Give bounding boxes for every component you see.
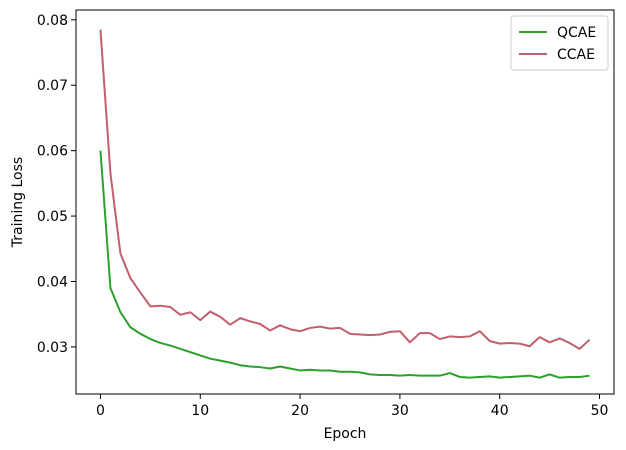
y-tick-label: 0.08 <box>37 13 68 29</box>
x-tick-label: 30 <box>391 403 409 419</box>
x-axis-ticks: 0 10 20 30 40 50 <box>96 394 608 419</box>
series-layer <box>99 29 591 379</box>
plot-frame <box>75 9 615 395</box>
x-axis-label: Epoch <box>324 426 367 442</box>
x-tick-label: 0 <box>96 403 105 419</box>
y-tick-label: 0.03 <box>37 340 68 356</box>
y-tick-label: 0.06 <box>37 144 68 160</box>
y-axis-ticks: 0.03 0.04 0.05 0.06 0.07 0.08 <box>37 13 76 356</box>
x-tick-label: 10 <box>191 403 209 419</box>
x-tick-label: 40 <box>491 403 509 419</box>
y-tick-label: 0.04 <box>37 274 68 290</box>
legend: QCAE CCAE <box>510 15 609 71</box>
x-tick-label: 50 <box>591 403 609 419</box>
y-tick-label: 0.05 <box>37 209 68 225</box>
series-line-qcae <box>99 150 590 379</box>
series-line-ccae <box>99 29 591 350</box>
y-axis-label: Training Loss <box>10 157 26 248</box>
legend-label-qcae: QCAE <box>557 25 596 41</box>
x-tick-label: 20 <box>291 403 309 419</box>
legend-box <box>510 15 609 71</box>
legend-label-ccae: CCAE <box>557 47 595 63</box>
y-tick-label: 0.07 <box>37 78 68 94</box>
